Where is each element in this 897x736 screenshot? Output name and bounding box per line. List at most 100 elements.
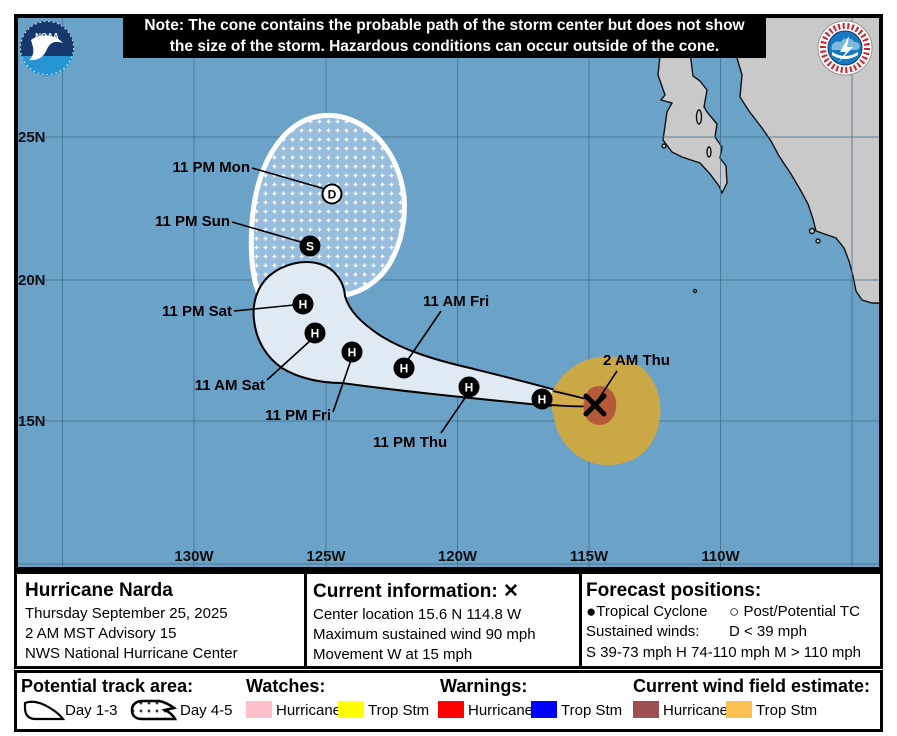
day4-5-label: Day 4-5 (180, 702, 233, 719)
windfield-hurricane-area (583, 385, 617, 426)
day1-3-cone-icon (23, 700, 65, 721)
longitude-label: 120W (438, 548, 478, 565)
filled-circle-icon: ● (586, 602, 597, 621)
open-circle-icon: ○ (729, 602, 740, 621)
tropstm-watch-label: Trop Stm (368, 702, 430, 719)
forecast-positions: Forecast positions: ●Tropical Cyclone ○ … (586, 578, 886, 666)
day1-3-label: Day 1-3 (65, 702, 118, 719)
post-potential-tc-key: ○ Post/Potential TC (729, 602, 860, 622)
storm-agency: NWS National Hurricane Center (25, 645, 238, 662)
track-time-label: 11 PM Fri (265, 407, 331, 424)
label-leader-line (251, 167, 326, 190)
forecast-point-letter: H (400, 362, 409, 376)
label-leader-line (332, 359, 352, 413)
label-leader-line (231, 221, 302, 243)
island (695, 109, 703, 125)
forecast-point-letter: H (348, 346, 357, 360)
forecast-point-H (458, 376, 480, 398)
latitude-label: 20N (18, 272, 46, 289)
forecast-point-letter: S (306, 240, 314, 254)
hurricane-warning-swatch (438, 701, 464, 718)
hurricane-watch-swatch (246, 701, 272, 718)
tropical-cyclone-key: ●Tropical Cyclone (586, 602, 707, 622)
label-leader-line (406, 310, 442, 362)
forecast-point-D (321, 183, 343, 205)
latitude-label: 15N (18, 413, 46, 430)
tropstm-warning-swatch (531, 701, 557, 718)
forecast-cone-map: 130W 125W 120W 115W 110W 25N 20N 15N 2 AM Thu 11… (14, 14, 883, 571)
forecast-point-S (299, 235, 321, 257)
track-time-label: 2 AM Thu (603, 352, 670, 369)
center-location: Center location 15.6 N 114.8 W (313, 606, 522, 623)
hurricane-windfield-swatch (633, 701, 659, 718)
current-information: Current information: ✕ Center location 1… (313, 578, 536, 666)
storm-info-panel: Hurricane Narda Thursday September 25, 2… (14, 571, 883, 669)
forecast-point-H (304, 322, 326, 344)
tropical-cyclone-label: Tropical Cyclone (596, 603, 708, 620)
depression-wind-range: D < 39 mph (729, 623, 807, 640)
day4-5-cone-icon (130, 699, 177, 721)
sustained-winds-label: Sustained winds: (586, 623, 700, 640)
storm-wind-ranges: S 39-73 mph H 74-110 mph M > 110 mph (586, 644, 862, 661)
hurricane-windfield-label: Hurricane (663, 702, 729, 719)
windfield-title: Current wind field estimate: (633, 676, 871, 696)
forecast-point-H (393, 357, 415, 379)
cone-day1-3 (252, 261, 597, 408)
forecast-positions-title: Forecast positions: (586, 580, 762, 601)
ocean-background (16, 16, 881, 569)
storm-advisory: 2 AM MST Advisory 15 (25, 625, 177, 642)
track-time-label: 11 PM Thu (373, 434, 447, 451)
noaa-logo: NOAA (20, 21, 74, 76)
tropstm-watch-swatch (338, 701, 364, 718)
max-wind: Maximum sustained wind 90 mph (313, 626, 536, 643)
longitude-label: 130W (174, 548, 214, 565)
forecast-point-H (531, 388, 553, 410)
tropstm-windfield-label: Trop Stm (756, 702, 818, 719)
track-time-label: 11 AM Sat (195, 377, 265, 394)
track-area-title: Potential track area: (21, 676, 194, 696)
latitude-label: 25N (18, 129, 46, 146)
forecast-point-H (292, 293, 314, 315)
forecast-point-letter: H (538, 393, 547, 407)
forecast-point-letter: D (328, 188, 337, 202)
tropstm-warning-label: Trop Stm (561, 702, 623, 719)
track-time-label: 11 PM Mon (172, 159, 250, 176)
post-potential-tc-label: Post/Potential TC (743, 603, 860, 620)
warnings-title: Warnings: (440, 676, 528, 696)
current-info-title: Current information: ✕ (313, 581, 519, 602)
watches-title: Watches: (246, 676, 326, 696)
forecast-point-letter: H (311, 327, 320, 341)
label-leader-line (597, 370, 618, 401)
island (661, 143, 667, 149)
island (815, 238, 821, 244)
legend-panel: Potential track area: Watches: Warnings:… (14, 670, 883, 732)
divider (579, 574, 582, 666)
note-line1: Note: The cone contains the probable pat… (144, 17, 745, 34)
land-mexico (651, 15, 882, 304)
movement: Movement W at 15 mph (313, 646, 473, 663)
current-position-x-marker (583, 393, 607, 417)
forecast-point-letter: H (465, 381, 474, 395)
label-leader-line (233, 304, 295, 312)
hurricane-watch-label: Hurricane (276, 702, 342, 719)
island (692, 288, 698, 294)
longitude-label: 110W (701, 548, 740, 565)
divider (304, 574, 307, 666)
note-banner: Note: The cone contains the probable pat… (123, 14, 766, 58)
forecast-point-letter: H (299, 298, 308, 312)
storm-title: Hurricane Narda (25, 580, 173, 601)
island (808, 227, 816, 235)
label-leader-line (440, 394, 468, 434)
svg-text:NOAA: NOAA (35, 32, 59, 41)
hurricane-warning-label: Hurricane (468, 702, 534, 719)
track-time-label: 11 PM Sun (155, 213, 230, 230)
forecast-point-H (341, 341, 363, 363)
island (706, 146, 712, 158)
storm-date: Thursday September 25, 2025 (25, 605, 228, 622)
longitude-label: 115W (570, 548, 609, 565)
storm-summary: Hurricane Narda Thursday September 25, 2… (25, 578, 238, 666)
longitude-label: 125W (306, 548, 346, 565)
mainland-mexico (736, 15, 882, 304)
